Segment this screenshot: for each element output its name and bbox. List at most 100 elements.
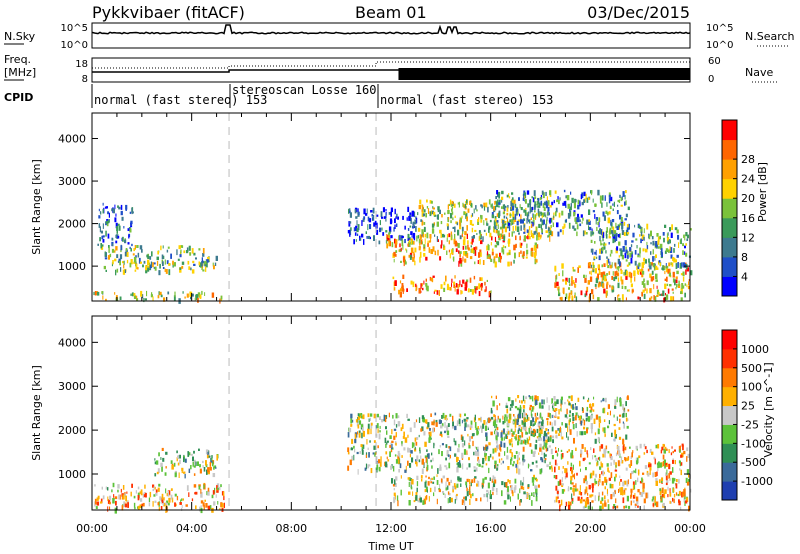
range-cell: [522, 486, 525, 490]
range-cell: [415, 437, 419, 440]
range-cell: [525, 256, 528, 259]
range-cell: [104, 257, 108, 260]
range-cell: [461, 452, 464, 459]
range-cell: [458, 201, 460, 208]
range-cell: [380, 456, 382, 462]
range-cell: [602, 236, 604, 242]
range-cell: [207, 490, 210, 496]
range-cell: [215, 255, 218, 261]
range-cell: [378, 433, 381, 440]
range-cell: [514, 213, 517, 220]
range-cell: [583, 419, 586, 426]
range-cell: [659, 235, 661, 240]
range-cell: [488, 491, 490, 495]
range-cell: [489, 494, 492, 500]
range-cell: [474, 476, 477, 479]
range-cell: [371, 214, 374, 217]
range-cell: [631, 240, 634, 243]
range-cell: [164, 268, 166, 272]
range-cell: [512, 215, 515, 221]
range-cell: [610, 219, 612, 226]
range-cell: [206, 455, 209, 458]
range-cell: [421, 220, 424, 226]
range-cell: [685, 269, 687, 275]
range-cell: [188, 468, 191, 473]
range-cell: [493, 220, 496, 226]
range-cell: [680, 462, 683, 466]
range-cell: [462, 202, 464, 207]
range-cell: [573, 269, 576, 272]
range-cell: [450, 249, 453, 255]
range-cell: [479, 232, 482, 238]
range-cell: [200, 488, 202, 494]
range-cell: [413, 253, 415, 259]
range-cell: [555, 411, 557, 418]
range-cell: [108, 245, 110, 249]
range-cell: [526, 249, 529, 255]
range-cell: [513, 219, 515, 224]
range-cell: [385, 451, 388, 455]
range-cell: [634, 276, 636, 282]
range-cell: [388, 212, 391, 215]
range-cell: [564, 476, 567, 480]
range-cell: [494, 430, 495, 435]
range-cell: [590, 494, 594, 497]
range-cell: [369, 417, 371, 421]
range-cell: [420, 239, 422, 245]
range-cell: [553, 213, 555, 218]
range-cell: [592, 403, 595, 407]
range-cell: [186, 247, 189, 253]
range-cell: [439, 209, 441, 215]
range-cell: [653, 456, 656, 460]
range-cell: [525, 419, 528, 422]
range-cell: [445, 457, 447, 461]
range-cell: [541, 220, 544, 226]
range-cell: [604, 243, 607, 246]
range-cell: [478, 236, 481, 241]
range-cell: [558, 273, 560, 276]
range-cell: [672, 467, 674, 473]
range-cell: [567, 501, 570, 508]
range-cell: [116, 234, 119, 239]
range-cell: [360, 415, 363, 419]
range-cell: [681, 283, 684, 289]
colorbar-segment: [722, 330, 737, 350]
range-cell: [368, 452, 370, 458]
range-cell: [428, 431, 430, 435]
range-cell: [617, 199, 620, 203]
range-cell: [511, 192, 514, 195]
range-cell: [156, 260, 159, 266]
range-cell: [604, 275, 607, 282]
range-cell: [194, 297, 196, 301]
range-cell: [551, 398, 553, 404]
range-cell: [581, 444, 584, 449]
range-cell: [599, 473, 601, 478]
range-cell: [630, 473, 632, 479]
range-cell: [433, 492, 435, 497]
range-cell: [160, 462, 163, 467]
range-cell: [476, 233, 478, 235]
range-cell: [160, 501, 162, 504]
range-cell: [614, 438, 616, 442]
colorbar-frame: [721, 119, 738, 297]
range-cell: [409, 481, 412, 486]
range-cell: [178, 245, 181, 250]
range-cell: [181, 245, 184, 248]
range-cell: [531, 413, 533, 418]
range-cell: [526, 214, 529, 221]
range-cell: [508, 252, 511, 255]
range-cell: [195, 505, 197, 509]
range-cell: [567, 436, 569, 441]
range-cell: [590, 423, 593, 429]
range-cell: [525, 396, 528, 400]
range-cell: [99, 237, 101, 242]
range-cell: [583, 230, 586, 235]
range-cell: [522, 251, 525, 257]
range-cell: [410, 486, 413, 490]
range-cell: [451, 211, 454, 215]
range-cell: [571, 455, 574, 459]
range-cell: [668, 262, 671, 267]
range-cell: [617, 224, 620, 228]
range-cell: [555, 211, 557, 217]
range-cell: [682, 262, 685, 268]
